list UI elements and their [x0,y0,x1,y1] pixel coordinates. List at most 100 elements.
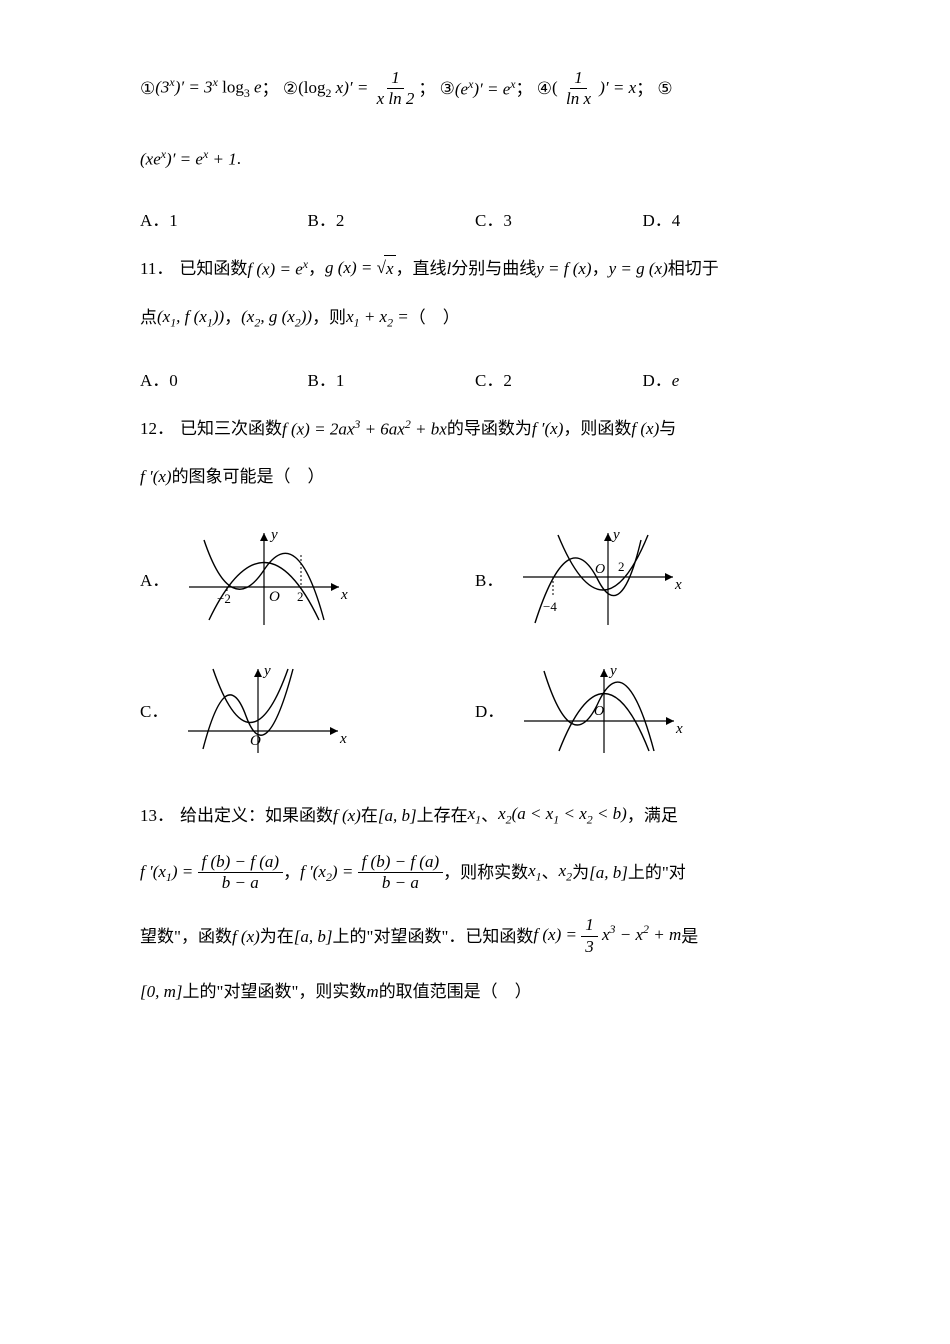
q12-text2: 的导函数为 [447,416,532,442]
svg-text:−4: −4 [543,599,557,614]
choice-a: A．0 [140,368,308,394]
q11-yfx: y = f (x) [536,256,591,282]
q13-cond: (a < x1 < x2 < b) [512,801,627,829]
svg-text:2: 2 [297,589,304,604]
graph-c-cell: C． x y O [140,661,475,761]
q13c-text1: 望数"，函数 [140,924,232,950]
expr-2: (log2 x)′ = 1 x ln 2 [298,68,418,110]
q12-line2: f ′(x) 的图象可能是（ ） [140,464,810,490]
q11-text2: ，直线 [396,256,447,282]
svg-text:x: x [340,587,348,603]
semi-3: ； [516,76,533,102]
q13b-x2: x2 [559,858,573,886]
choice-c: C．3 [475,208,643,234]
q13d-text1: 上的"对望函数"，则实数 [183,979,367,1005]
q13c-fx: f (x) [232,924,260,950]
q13-line3: 望数"，函数 f (x) 为在 [a, b] 上的"对望函数"．已知函数 f (… [140,915,810,957]
marker-5: ⑤ [657,76,672,102]
svg-text:x: x [674,577,682,593]
q13b-fp2: f ′(x2) = f (b) − f (a)b − a [300,852,443,894]
q11b-text1: 点 [140,305,157,331]
q13-line4: [0, m] 上的"对望函数"，则实数 m 的取值范围是（ ） [140,979,810,1005]
q13b-fp1: f ′(x1) = f (b) − f (a)b − a [140,852,283,894]
choice-a: A．1 [140,208,308,234]
q12-num: 12． [140,416,174,442]
q11-num: 11． [140,256,173,282]
q13-fx: f (x) [333,803,361,829]
semi-1: ； [262,76,279,102]
q13b-text2: 为 [572,860,589,886]
graphs-row-1: A． x y O −2 2 B． x y O [140,525,810,635]
q11-line2: 点 (x1, f (x1)) ， (x2, g (x2)) ，则 x1 + x2… [140,304,810,332]
q11b-pt2: (x2, g (x2)) [241,304,312,332]
choice-d: D．D．ee [643,368,811,394]
choices-11: A．0 B．1 C．2 D．D．ee [140,368,810,394]
q12b-fpx: f ′(x) [140,464,172,490]
q13c-text2: 为在 [260,924,294,950]
q13-text3: 上存在 [417,803,468,829]
q13b-text1: ，则称实数 [443,860,528,886]
q11-comma2: ， [592,256,609,282]
svg-text:2: 2 [618,559,625,574]
graph-c: x y O [178,661,348,761]
graph-a-cell: A． x y O −2 2 [140,525,475,635]
q11b-paren: （ ） [409,305,460,331]
svg-text:x: x [339,731,347,747]
formula-line-1: ① (3x)′ = 3x log3 e ； ② (log2 x)′ = 1 x … [140,68,810,110]
svg-text:O: O [594,704,604,719]
marker-2: ② [283,76,298,102]
q13-line1: 13． 给出定义：如果函数 f (x) 在 [a, b] 上存在 x1 、 x2… [140,801,810,829]
q12-fx2: f (x) [631,416,659,442]
q12-text1: 已知三次函数 [180,416,282,442]
q13d-text2: 的取值范围是（ ） [379,979,532,1005]
marker-4: ④ [537,76,552,102]
q13-dot: 、 [481,803,498,829]
graph-b-label: B． [475,568,503,594]
q11-text1: 已知函数 [179,256,247,282]
choice-b: B．2 [308,208,476,234]
graph-d-cell: D． x y O [475,661,810,761]
graph-c-label: C． [140,699,168,725]
q12-fx: f (x) = 2ax3 + 6ax2 + bx [282,416,447,442]
q13b-ab: [a, b] [589,860,628,886]
q13b-dot: 、 [542,860,559,886]
svg-text:x: x [675,721,683,737]
q13-x2: x2 [498,801,512,829]
q11-ygx: y = g (x) [609,256,668,282]
q11-text4: 相切于 [668,256,719,282]
graph-a: x y O −2 2 [179,525,349,635]
expr-5: (xex)′ = ex + 1 [140,146,237,172]
q13-x1: x1 [468,801,482,829]
svg-text:y: y [262,663,271,679]
q11b-sum: x1 + x2 = [346,304,409,332]
q11-comma1: ， [308,256,325,282]
choice-c: C．2 [475,368,643,394]
q13b-comma: ， [283,860,300,886]
q13c-text4: 是 [681,924,698,950]
frac-4: 1 ln x [562,68,595,110]
q13c-fx2: f (x) = 13 x3 − x2 + m [533,915,681,957]
graph-d-label: D． [475,699,504,725]
q13b-x1: x1 [528,858,542,886]
q12-text3: ，则函数 [563,416,631,442]
q11b-comma: ， [224,305,241,331]
svg-text:O: O [269,589,280,605]
choices-10: A．1 B．2 C．3 D．4 [140,208,810,234]
graph-d: x y O [514,661,684,761]
q12-line1: 12． 已知三次函数 f (x) = 2ax3 + 6ax2 + bx 的导函数… [140,416,810,442]
q13-text4: ，满足 [627,803,678,829]
q11-text3: 分别与曲线 [451,256,536,282]
svg-text:−2: −2 [217,591,231,606]
expr-3: (ex)′ = ex [455,76,516,102]
semi-4: ； [636,76,653,102]
svg-text:O: O [595,562,605,577]
graph-a-label: A． [140,568,169,594]
svg-text:y: y [608,663,617,679]
q11b-text2: ，则 [312,305,346,331]
q13-line2: f ′(x1) = f (b) − f (a)b − a ， f ′(x2) =… [140,852,810,894]
period: . [237,146,241,172]
frac-1: 1 x ln 2 [373,68,419,110]
q13d-interval: [0, m] [140,979,183,1005]
svg-text:y: y [269,527,278,543]
formula-line-2: (xex)′ = ex + 1 . [140,146,810,172]
